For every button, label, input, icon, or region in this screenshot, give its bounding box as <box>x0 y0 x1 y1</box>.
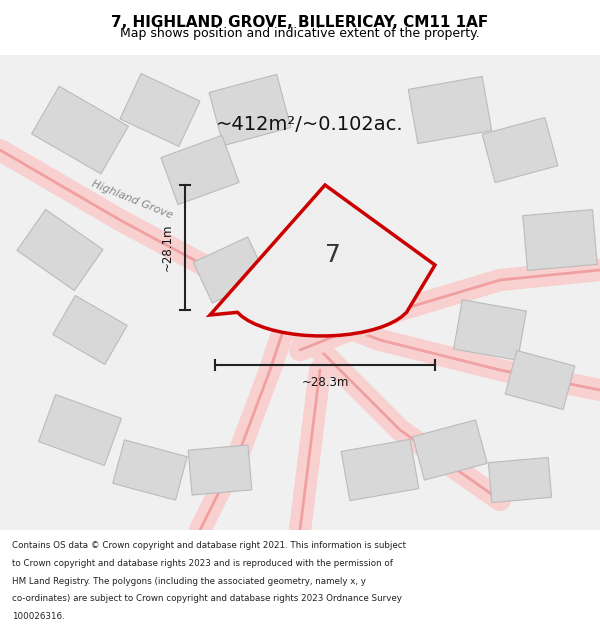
Polygon shape <box>505 351 575 409</box>
Polygon shape <box>193 237 266 303</box>
Polygon shape <box>161 136 239 204</box>
Polygon shape <box>341 439 419 501</box>
Text: Map shows position and indicative extent of the property.: Map shows position and indicative extent… <box>120 27 480 39</box>
Polygon shape <box>32 86 128 174</box>
Polygon shape <box>113 440 187 500</box>
Polygon shape <box>454 300 526 360</box>
Text: ~412m²/~0.102ac.: ~412m²/~0.102ac. <box>216 116 404 134</box>
Text: 7: 7 <box>325 243 341 267</box>
Text: Contains OS data © Crown copyright and database right 2021. This information is : Contains OS data © Crown copyright and d… <box>12 541 406 551</box>
Polygon shape <box>188 445 252 495</box>
Text: co-ordinates) are subject to Crown copyright and database rights 2023 Ordnance S: co-ordinates) are subject to Crown copyr… <box>12 594 402 603</box>
Polygon shape <box>53 296 127 364</box>
Text: HM Land Registry. The polygons (including the associated geometry, namely x, y: HM Land Registry. The polygons (includin… <box>12 576 366 586</box>
Polygon shape <box>413 420 487 480</box>
Text: to Crown copyright and database rights 2023 and is reproduced with the permissio: to Crown copyright and database rights 2… <box>12 559 393 568</box>
Polygon shape <box>408 76 492 144</box>
Text: 7, HIGHLAND GROVE, BILLERICAY, CM11 1AF: 7, HIGHLAND GROVE, BILLERICAY, CM11 1AF <box>112 16 488 31</box>
Polygon shape <box>482 118 558 182</box>
Polygon shape <box>210 185 435 336</box>
Text: ~28.1m: ~28.1m <box>161 224 173 271</box>
Polygon shape <box>120 74 200 146</box>
Polygon shape <box>488 458 551 503</box>
Polygon shape <box>523 209 597 271</box>
Text: 100026316.: 100026316. <box>12 612 65 621</box>
Text: Highland Grove: Highland Grove <box>90 179 174 221</box>
Polygon shape <box>209 74 291 146</box>
Text: ~28.3m: ~28.3m <box>301 376 349 389</box>
Polygon shape <box>38 394 121 466</box>
Polygon shape <box>17 209 103 291</box>
